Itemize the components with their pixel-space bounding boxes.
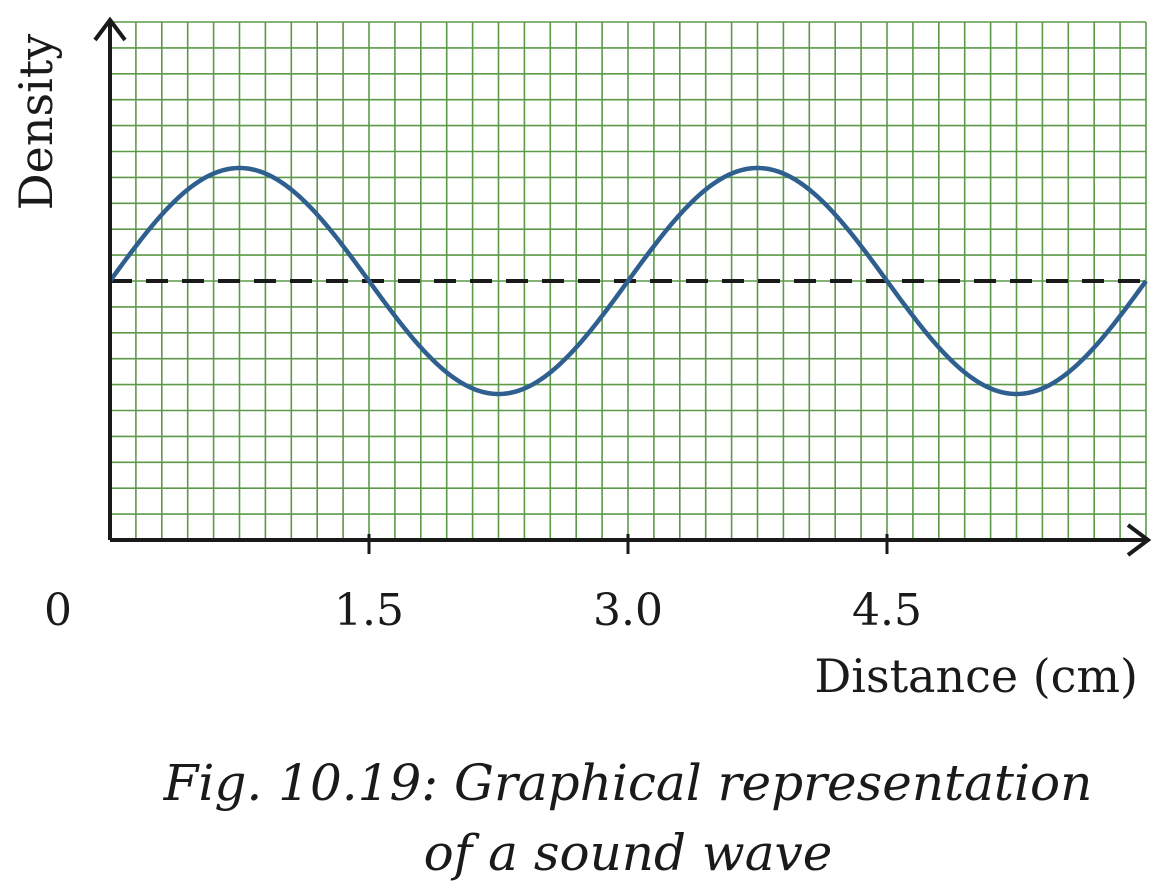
y-axis-arrowhead (93, 16, 127, 42)
x-axis-arrowhead (1126, 523, 1152, 557)
x-tick-label-2: 3.0 (593, 585, 663, 636)
x-axis-label: Distance (cm) (814, 649, 1138, 703)
figure-caption-line-2: of a sound wave (424, 824, 833, 882)
x-tick-label-1: 1.5 (334, 585, 404, 636)
figure-caption-line-1: Fig. 10.19: Graphical representation (163, 754, 1093, 812)
y-axis-label: Density (9, 34, 63, 211)
x-tick-label-3: 4.5 (852, 585, 922, 636)
x-ticks (367, 534, 889, 554)
x-tick-label-0: 0 (44, 585, 72, 636)
wave-curve (108, 165, 1148, 397)
x-tick-labels: 0 1.5 3.0 4.5 (44, 585, 922, 636)
